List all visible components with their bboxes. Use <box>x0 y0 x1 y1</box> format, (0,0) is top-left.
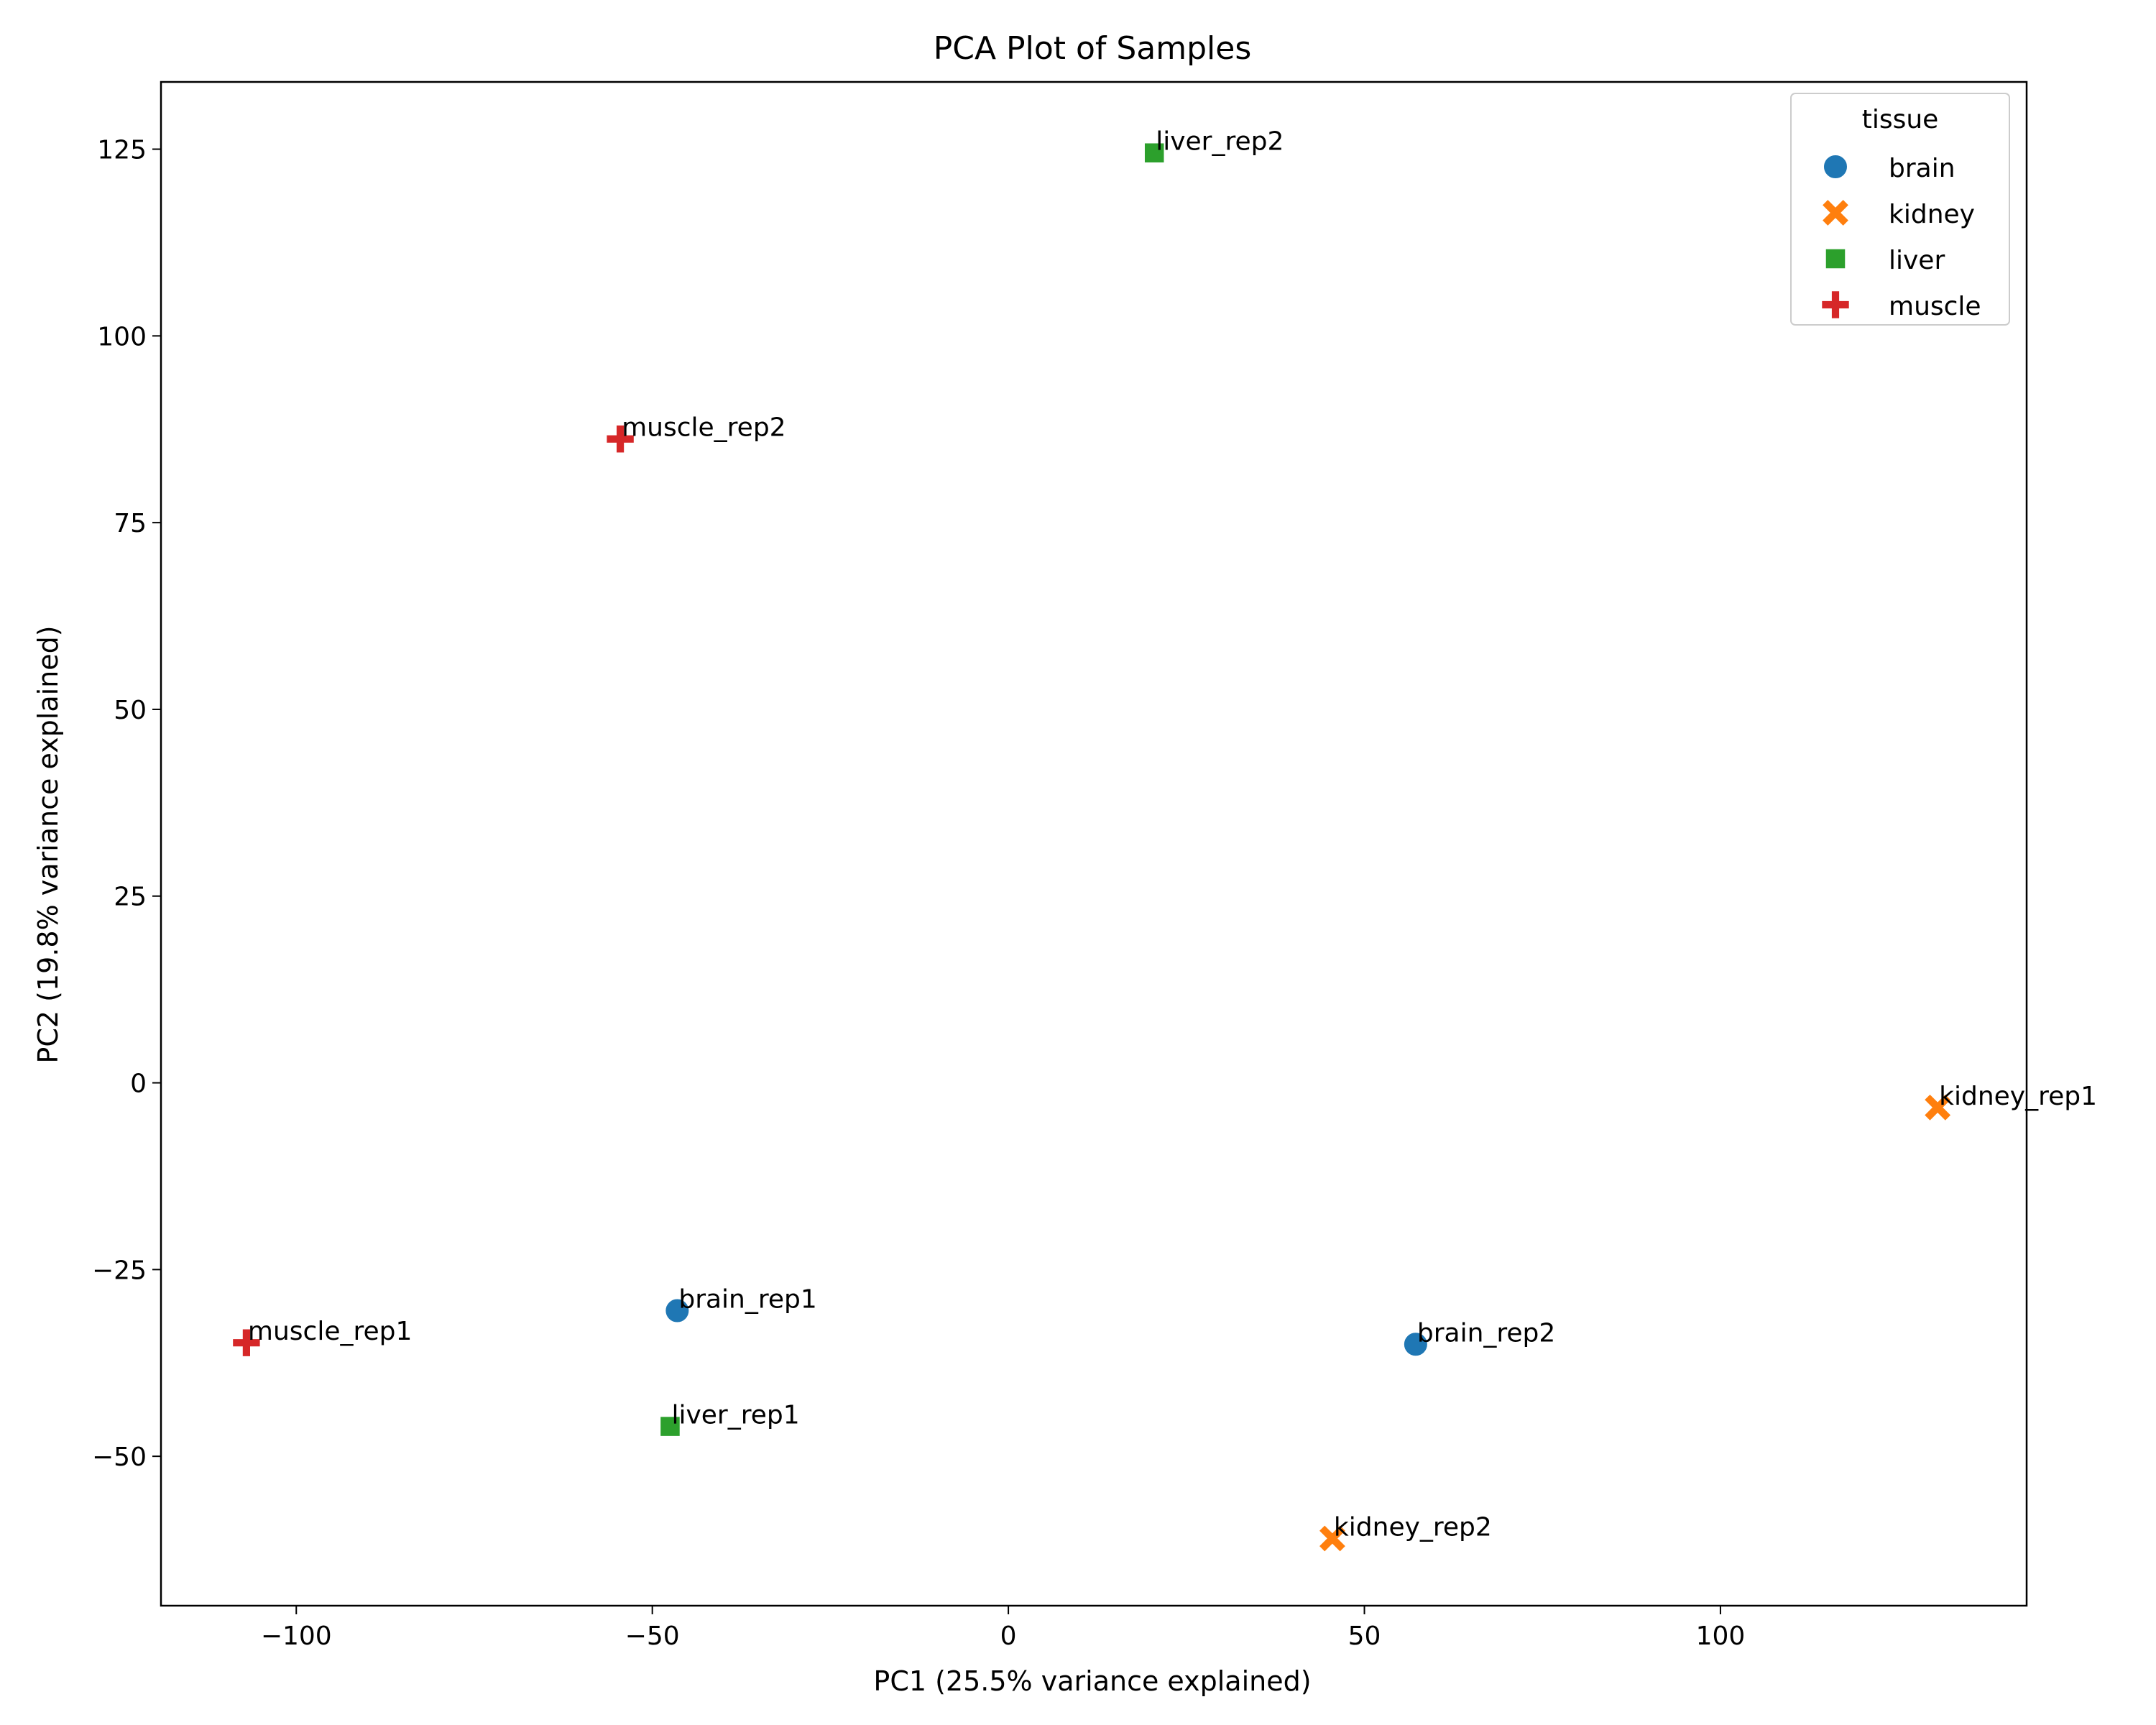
legend-label-liver: liver <box>1889 246 1945 275</box>
x-tick-label: −50 <box>625 1622 680 1651</box>
x-tick-label: 0 <box>1000 1622 1017 1651</box>
y-tick-label: −25 <box>92 1256 147 1285</box>
y-tick-label: 75 <box>114 509 147 538</box>
data-point-liver-rep1 <box>660 1417 680 1436</box>
point-label: kidney_rep2 <box>1334 1512 1492 1542</box>
y-axis-label: PC2 (19.8% variance explained) <box>32 625 64 1063</box>
y-tick-label: 25 <box>114 883 147 912</box>
x-tick-label: −100 <box>261 1622 332 1651</box>
data-point-liver-rep2 <box>1144 143 1164 162</box>
y-tick-label: 50 <box>114 696 147 725</box>
point-label: muscle_rep2 <box>622 413 786 443</box>
point-label: kidney_rep1 <box>1939 1082 2097 1111</box>
point-label: liver_rep1 <box>671 1401 799 1430</box>
plot-area: −100 −50 0 50 100 −50 −25 0 25 50 75 100 125 liver_re… <box>92 80 2097 1651</box>
data-point-muscle-rep2 <box>607 426 634 453</box>
legend-marker-muscle <box>1822 291 1849 318</box>
x-axis-label: PC1 (25.5% variance explained) <box>873 1665 1311 1697</box>
point-label: muscle_rep1 <box>248 1317 413 1346</box>
point-label: brain_rep2 <box>1417 1318 1555 1348</box>
legend-label-kidney: kidney <box>1889 200 1975 229</box>
legend-marker-brain <box>1823 154 1848 180</box>
data-point-brain-rep1 <box>664 1297 691 1324</box>
y-tick-label: 125 <box>97 136 147 165</box>
legend-box <box>1790 93 2010 326</box>
data-point-muscle-rep1 <box>233 1329 260 1356</box>
point-label: brain_rep1 <box>678 1285 816 1315</box>
data-point-kidney-rep2 <box>1319 1525 1345 1552</box>
legend-label-muscle: muscle <box>1889 292 1981 321</box>
legend-marker-kidney <box>1823 200 1848 226</box>
x-tick-label: 100 <box>1696 1622 1746 1651</box>
point-label: liver_rep2 <box>1156 127 1284 157</box>
legend: tissue brain kidney liver muscle <box>1790 93 2010 326</box>
axes-frame <box>160 80 2028 1607</box>
legend-title: tissue <box>1862 105 1939 134</box>
legend-label-brain: brain <box>1889 154 1955 183</box>
y-tick-label: −50 <box>92 1443 147 1472</box>
chart-title: PCA Plot of Samples <box>934 30 1252 67</box>
data-point-kidney-rep1 <box>1925 1094 1951 1121</box>
y-tick-label: 0 <box>130 1070 147 1099</box>
data-point-brain-rep2 <box>1402 1331 1429 1358</box>
x-tick-label: 50 <box>1348 1622 1381 1651</box>
legend-marker-liver <box>1825 249 1846 269</box>
y-tick-label: 100 <box>97 322 147 351</box>
